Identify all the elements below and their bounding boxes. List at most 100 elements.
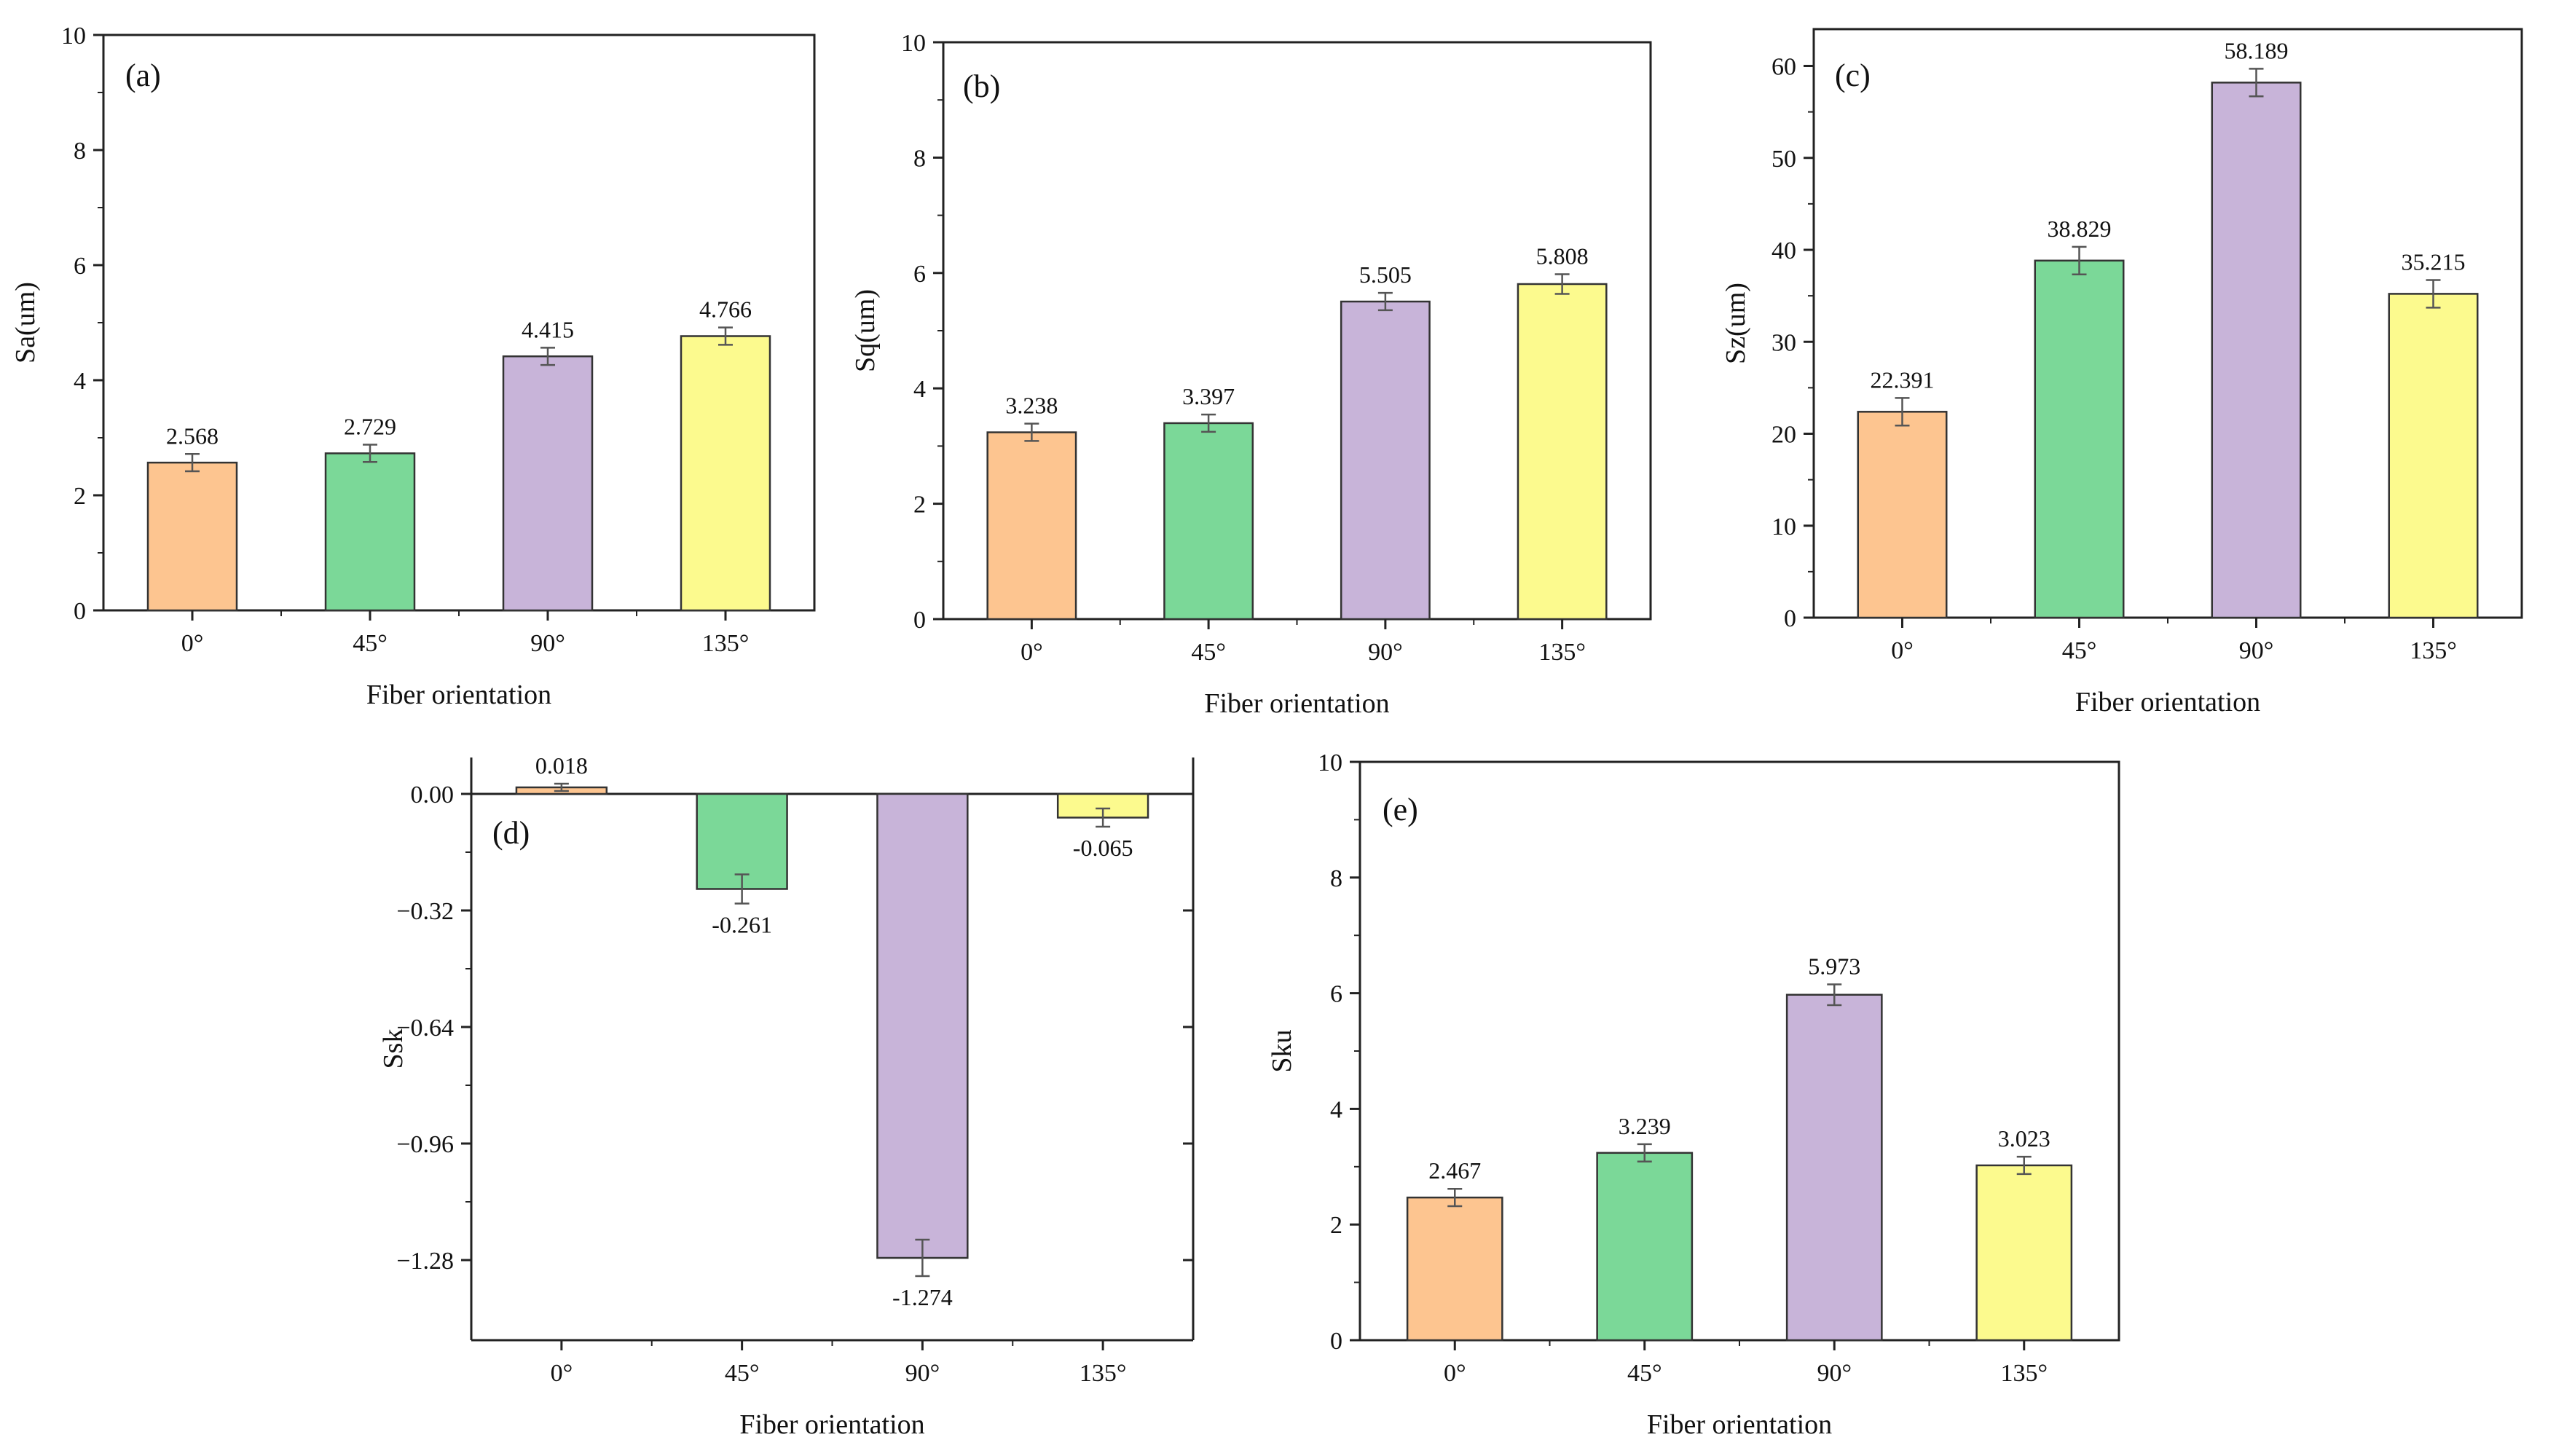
data-label: 5.973 — [1808, 953, 1860, 979]
y-axis-title: Sku — [1267, 1029, 1297, 1072]
bar — [2034, 259, 2125, 619]
y-tick-label: 6 — [74, 253, 86, 280]
data-label: 35.215 — [2402, 248, 2466, 275]
bar — [1163, 422, 1254, 621]
y-axis-title: Sz(um) — [1721, 283, 1751, 364]
data-label: 2.467 — [1428, 1157, 1481, 1184]
bar — [146, 461, 238, 612]
data-label: 3.023 — [1998, 1125, 2050, 1152]
y-tick-label: 10 — [901, 30, 926, 57]
y-axis-title: Ssk — [378, 1029, 409, 1069]
y-tick-label: 0.00 — [411, 782, 455, 808]
x-tick-label: 135° — [1538, 639, 1586, 666]
x-axis-title: Fiber orientation — [1204, 688, 1389, 719]
chart-panel-c: 0 10 20 30 40 50 60 22.391 0° 38.829 45° 58.189 90° 3… — [1721, 28, 2523, 717]
bar — [1785, 993, 1883, 1342]
bar — [1857, 411, 1948, 619]
bar — [876, 792, 969, 1259]
y-tick-label: 0 — [1330, 1328, 1342, 1355]
y-tick-label: 2 — [913, 492, 926, 519]
panel-label: (b) — [963, 68, 1000, 104]
x-tick-label: 0° — [1021, 639, 1043, 666]
x-axis-title: Fiber orientation — [2075, 687, 2260, 717]
y-tick-label: 8 — [1330, 865, 1342, 892]
panel-label: (a) — [125, 58, 161, 93]
y-tick-label: 10 — [61, 23, 86, 50]
y-tick-label: 0 — [1784, 605, 1796, 632]
bar — [986, 431, 1077, 621]
x-tick-label: 45° — [2062, 637, 2097, 664]
x-axis-title: Fiber orientation — [739, 1409, 924, 1440]
y-tick-label: 0 — [74, 598, 86, 625]
data-label: 58.189 — [2225, 37, 2289, 63]
y-axis-title: Sq(um) — [850, 289, 881, 372]
data-label: 3.397 — [1182, 383, 1235, 409]
chart-panel-e: 0 2 4 6 8 10 2.467 0° 3.239 45° 5.973 90° 3.023 135° F… — [1267, 749, 2120, 1440]
bar — [1975, 1164, 2073, 1342]
x-tick-label: 0° — [1444, 1360, 1466, 1387]
bar — [1596, 1152, 1694, 1342]
y-tick-label: 6 — [913, 261, 926, 288]
x-tick-label: 135° — [2410, 637, 2457, 664]
chart-panel-a: 0 2 4 6 8 10 2.568 0° 2.729 45° 4.415 90° 4.766 135° F… — [10, 23, 816, 710]
y-tick-label: 10 — [1318, 749, 1342, 776]
y-tick-label: −0.64 — [396, 1015, 454, 1042]
data-label: 22.391 — [1871, 366, 1935, 393]
data-label: -0.261 — [712, 912, 772, 938]
data-label: 38.829 — [2048, 216, 2112, 242]
y-tick-label: 4 — [74, 368, 86, 395]
data-label: 2.568 — [166, 422, 219, 449]
x-tick-label: 0° — [1891, 637, 1914, 664]
x-tick-label: 135° — [702, 630, 750, 657]
x-tick-label: 45° — [353, 630, 388, 657]
x-tick-label: 135° — [2000, 1360, 2048, 1387]
bar — [2388, 293, 2479, 619]
bar — [324, 452, 416, 612]
panel-label: (d) — [492, 815, 530, 851]
x-tick-label: 90° — [905, 1360, 940, 1387]
data-label: 2.729 — [344, 414, 396, 440]
x-tick-label: 45° — [1191, 639, 1226, 666]
data-label: 4.415 — [522, 316, 574, 342]
x-tick-label: 0° — [181, 630, 204, 657]
x-tick-label: 0° — [551, 1360, 573, 1387]
bar — [2211, 82, 2302, 619]
y-tick-label: 2 — [1330, 1212, 1342, 1239]
bar — [680, 335, 771, 612]
x-tick-label: 90° — [1368, 639, 1403, 666]
y-tick-label: 30 — [1771, 329, 1796, 356]
x-axis-title: Fiber orientation — [366, 680, 551, 710]
y-tick-label: 2 — [74, 483, 86, 510]
y-tick-label: 4 — [913, 376, 926, 403]
y-axis-title: Sa(um) — [10, 282, 41, 363]
x-tick-label: 45° — [1627, 1360, 1662, 1387]
y-tick-label: 10 — [1771, 513, 1796, 540]
x-tick-label: 135° — [1080, 1360, 1127, 1387]
data-label: 3.239 — [1619, 1113, 1671, 1139]
bar — [696, 792, 788, 890]
bar — [502, 355, 594, 612]
data-label: 5.808 — [1536, 243, 1589, 269]
bar — [1517, 283, 1608, 621]
y-tick-label: 0 — [913, 607, 926, 634]
x-tick-label: 45° — [725, 1360, 760, 1387]
data-label: -1.274 — [892, 1284, 953, 1310]
chart-panel-b: 0 2 4 6 8 10 3.238 0° 3.397 45° 5.505 90° 5.808 135° F… — [850, 30, 1652, 719]
chart-panel-d: 0.00 −0.32 −0.64 −0.96 −1.28 0.018 0° -0.261 45°… — [378, 752, 1195, 1440]
data-label: 5.505 — [1359, 261, 1412, 288]
x-tick-label: 90° — [2239, 637, 2274, 664]
bar — [1406, 1196, 1503, 1342]
y-tick-label: 8 — [913, 145, 926, 172]
data-label: 0.018 — [535, 752, 588, 779]
y-tick-label: 8 — [74, 138, 86, 165]
y-tick-label: 50 — [1771, 146, 1796, 173]
x-tick-label: 90° — [530, 630, 565, 657]
y-tick-label: 40 — [1771, 237, 1796, 264]
x-axis-title: Fiber orientation — [1647, 1409, 1832, 1440]
panel-label: (c) — [1835, 58, 1871, 93]
y-tick-label: 6 — [1330, 981, 1342, 1008]
y-tick-label: 20 — [1771, 422, 1796, 449]
data-label: 4.766 — [699, 296, 752, 323]
y-tick-label: −0.96 — [396, 1131, 454, 1158]
data-label: -0.065 — [1073, 835, 1133, 861]
